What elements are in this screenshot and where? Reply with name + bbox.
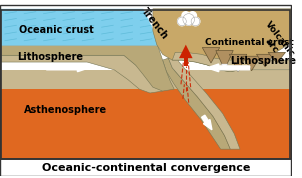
Text: Oceanic-continental convergence: Oceanic-continental convergence	[42, 163, 250, 172]
Text: Trench: Trench	[140, 6, 170, 41]
Polygon shape	[1, 55, 162, 93]
Polygon shape	[229, 54, 247, 72]
Text: Oceanic crust: Oceanic crust	[19, 25, 94, 35]
Text: Lithosphere: Lithosphere	[230, 56, 296, 66]
Polygon shape	[162, 58, 230, 149]
Circle shape	[183, 14, 194, 25]
Polygon shape	[179, 45, 193, 58]
Polygon shape	[243, 56, 260, 71]
Text: Continental crust: Continental crust	[205, 38, 294, 47]
Polygon shape	[172, 52, 291, 72]
Polygon shape	[1, 9, 158, 46]
Bar	[184, 58, 188, 66]
Polygon shape	[153, 9, 291, 72]
Circle shape	[182, 12, 190, 19]
Polygon shape	[268, 52, 285, 63]
Text: Lithosphere: Lithosphere	[17, 52, 83, 62]
Text: Volcanic
arc: Volcanic arc	[255, 19, 297, 65]
Bar	[1, 10, 290, 159]
Text: Asthenosphere: Asthenosphere	[24, 105, 108, 115]
FancyArrow shape	[47, 64, 89, 72]
Circle shape	[191, 17, 200, 26]
Polygon shape	[235, 66, 242, 72]
Polygon shape	[169, 52, 240, 149]
Circle shape	[189, 12, 197, 19]
Polygon shape	[221, 64, 228, 70]
Polygon shape	[216, 50, 233, 70]
Polygon shape	[202, 48, 220, 63]
FancyArrow shape	[202, 115, 212, 130]
FancyArrow shape	[207, 64, 250, 72]
Polygon shape	[256, 54, 274, 67]
Polygon shape	[1, 46, 174, 91]
Circle shape	[178, 17, 186, 26]
Polygon shape	[1, 70, 291, 89]
Polygon shape	[1, 89, 291, 159]
